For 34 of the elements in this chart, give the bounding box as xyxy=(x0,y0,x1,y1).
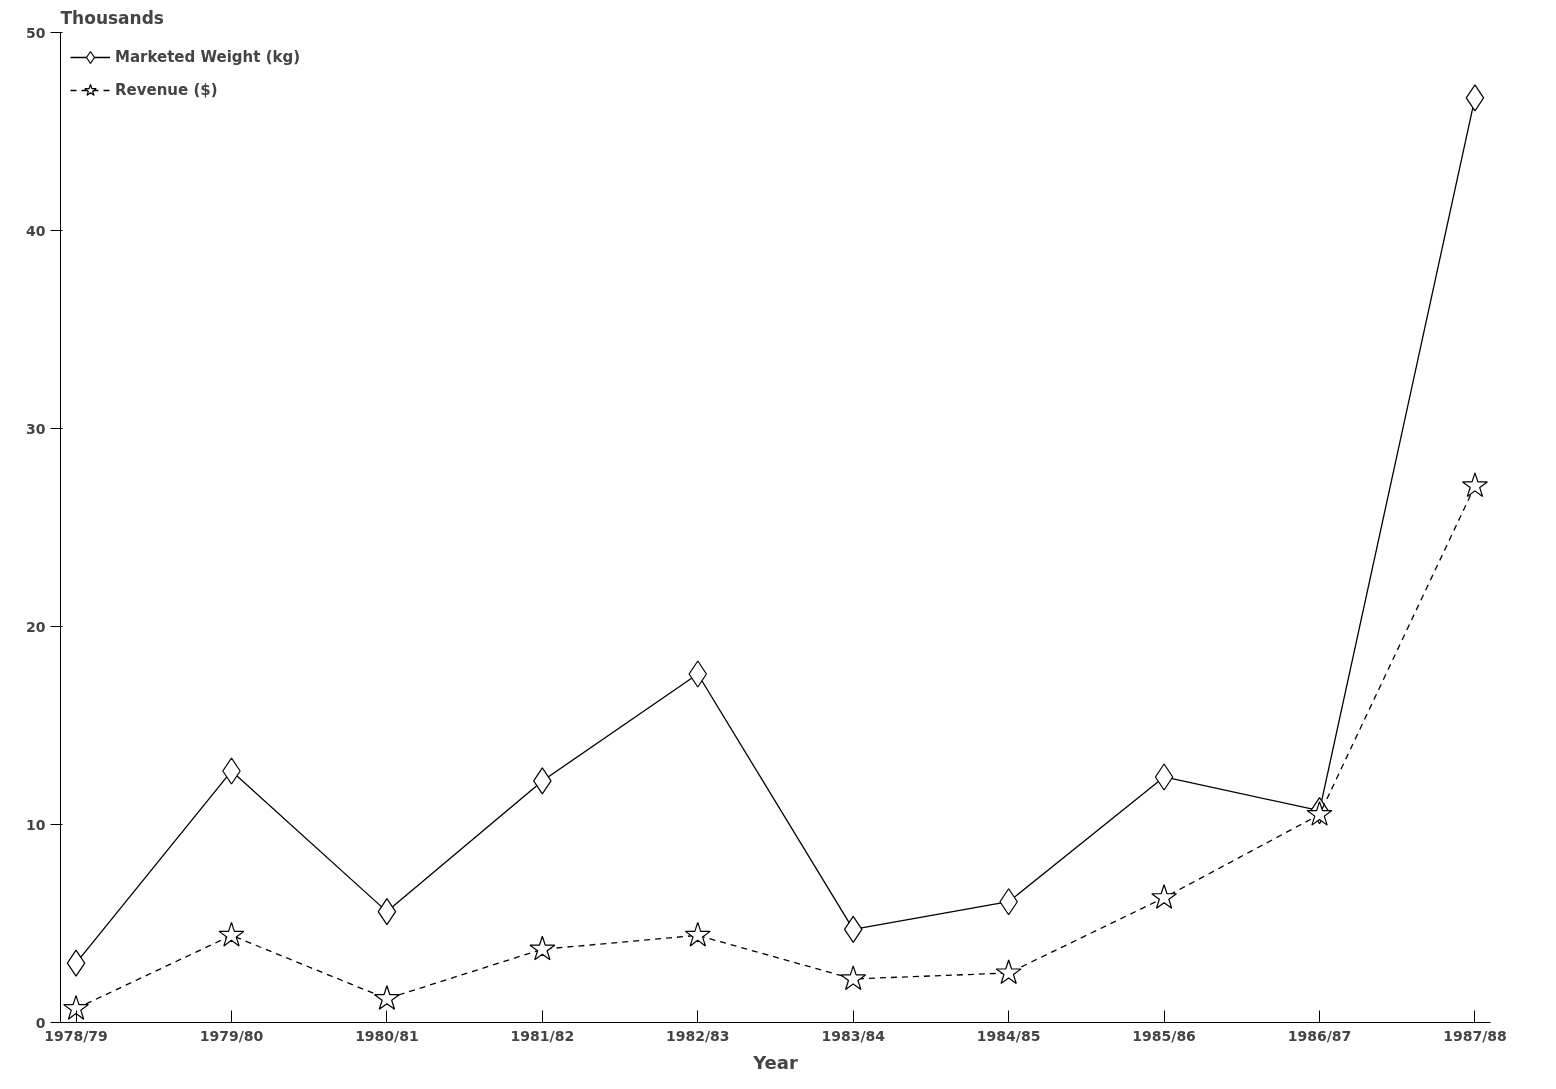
point xyxy=(1151,884,1178,909)
x-tick-label: 1980/81 xyxy=(355,1027,419,1044)
x-tick-label: 1978/79 xyxy=(44,1027,108,1044)
point xyxy=(840,965,867,991)
x-tick-label: 1985/86 xyxy=(1132,1027,1196,1044)
point xyxy=(684,921,711,947)
y-tick-label: 10 xyxy=(26,816,46,833)
y-tick-label: 40 xyxy=(26,222,46,239)
point xyxy=(529,935,556,961)
y-tick-label: 50 xyxy=(26,24,46,41)
y-tick-label: 20 xyxy=(26,618,46,635)
point xyxy=(1461,472,1488,498)
x-tick-label: 1987/88 xyxy=(1443,1027,1507,1044)
legend-label: Revenue ($) xyxy=(115,81,218,99)
x-tick-label: 1983/84 xyxy=(821,1027,886,1044)
x-tick-label: 1982/83 xyxy=(666,1027,730,1044)
y-tick-label: 0 xyxy=(35,1014,46,1031)
x-tick-label: 1984/85 xyxy=(976,1027,1041,1044)
point xyxy=(218,921,245,947)
y-axis-title: Thousands xyxy=(60,7,164,28)
x-tick-label: 1979/80 xyxy=(199,1027,264,1044)
point xyxy=(995,959,1022,985)
y-tick-label: 30 xyxy=(26,420,46,437)
point xyxy=(1465,84,1485,112)
x-tick-label: 1986/87 xyxy=(1287,1027,1352,1044)
legend-label: Marketed Weight (kg) xyxy=(115,48,301,66)
point xyxy=(63,995,90,1020)
point xyxy=(1154,763,1174,791)
point xyxy=(377,898,397,926)
x-tick-label: 1981/82 xyxy=(510,1027,575,1044)
point xyxy=(373,985,400,1010)
point xyxy=(66,949,86,977)
point xyxy=(688,660,708,688)
x-axis-title: Year xyxy=(752,1051,798,1073)
